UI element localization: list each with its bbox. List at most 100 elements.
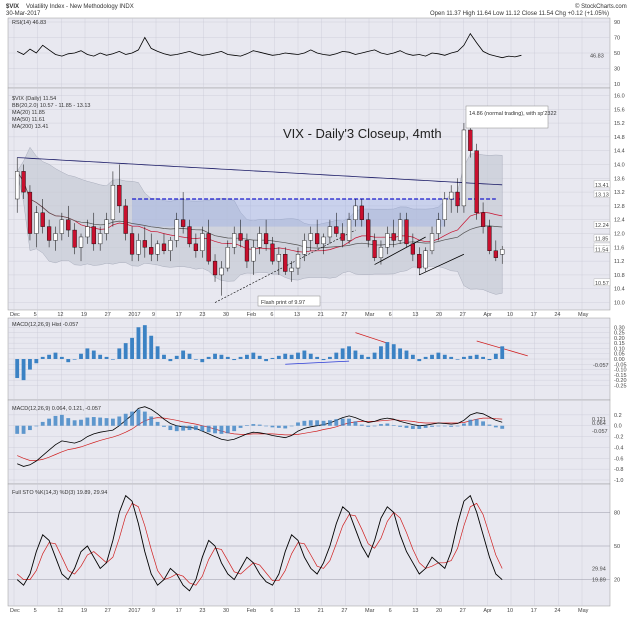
macd-diff-bar bbox=[468, 420, 472, 426]
candle-body bbox=[124, 206, 128, 234]
price-right-label: 13.13 bbox=[595, 193, 609, 199]
macd-hist-bar bbox=[143, 325, 147, 359]
macd-diff-bar bbox=[188, 426, 192, 430]
price-y-tick: 12.4 bbox=[614, 218, 625, 224]
macd-diff-bar bbox=[449, 426, 453, 427]
header-ohlc: Open 11.37 High 11.64 Low 11.12 Close 11… bbox=[430, 11, 609, 17]
candle-body bbox=[213, 261, 217, 275]
x-tick-label-bottom: 13 bbox=[412, 608, 418, 614]
header-date: 30-Mar-2017 bbox=[6, 11, 41, 17]
x-tick-label-bottom: 17 bbox=[531, 608, 537, 614]
price-y-tick: 13.6 bbox=[614, 176, 625, 182]
macd-hist-bar bbox=[207, 357, 211, 359]
macd-diff-bar bbox=[117, 416, 121, 425]
x-tick-label-price: Feb bbox=[247, 312, 256, 318]
macd-hist-bar bbox=[251, 353, 255, 359]
macd-diff-bar bbox=[488, 425, 492, 426]
macd-diff-bar bbox=[500, 426, 504, 429]
candle-body bbox=[436, 220, 440, 234]
macd-hist-bar bbox=[462, 357, 466, 359]
candle-body bbox=[137, 240, 141, 254]
candle-body bbox=[398, 220, 402, 241]
candle-body bbox=[277, 254, 281, 261]
macd-diff-bar bbox=[92, 417, 96, 426]
x-tick-label-bottom: May bbox=[578, 608, 589, 614]
price-legend-item: MA(20) 11.85 bbox=[12, 110, 45, 116]
x-tick-label-bottom: 12 bbox=[57, 608, 63, 614]
macd-hist-bar bbox=[245, 355, 249, 359]
macd-diff-bar bbox=[239, 426, 243, 428]
stoch-legend: Full STO %K(14,3) %D(3) 19.89, 29.94 bbox=[12, 490, 107, 496]
candle-body bbox=[98, 234, 102, 244]
price-legend-item: MA(50) 11.61 bbox=[12, 117, 45, 123]
x-tick-label-price: 10 bbox=[507, 312, 513, 318]
candle-body bbox=[245, 240, 249, 261]
candle-body bbox=[462, 130, 466, 206]
annotation-box bbox=[466, 106, 548, 128]
header-copyright: © StockCharts.com bbox=[575, 3, 627, 10]
macd-y-tick: -0.4 bbox=[614, 445, 623, 451]
x-tick-label-bottom: 10 bbox=[507, 608, 513, 614]
x-tick-label-price: 27 bbox=[341, 312, 347, 318]
macd-y-tick: 0.2 bbox=[614, 413, 622, 419]
price-legend-item: BB(20,2.0) 10.57 - 11.85 - 13.13 bbox=[12, 103, 90, 109]
candle-body bbox=[34, 213, 38, 234]
price-y-tick: 10.8 bbox=[614, 273, 625, 279]
candle-body bbox=[28, 192, 32, 233]
macd-diff-bar bbox=[271, 426, 275, 428]
macd-hist-bar bbox=[28, 359, 32, 370]
macd-hist-bar bbox=[449, 357, 453, 359]
x-tick-label-price: 24 bbox=[554, 312, 560, 318]
candle-body bbox=[366, 220, 370, 241]
macd-diff-bar bbox=[156, 422, 160, 426]
x-tick-label-price: 13 bbox=[412, 312, 418, 318]
header-symbol: $VIX bbox=[6, 4, 19, 10]
rsi-last-value: 46.83 bbox=[590, 53, 604, 59]
candle-body bbox=[443, 199, 447, 220]
macd-hist-bar bbox=[220, 355, 224, 359]
candle-body bbox=[66, 220, 70, 230]
x-tick-label-price: 6 bbox=[389, 312, 392, 318]
macd-hist-bar bbox=[41, 357, 45, 359]
macd-hist-bar bbox=[296, 353, 300, 359]
macd-hist-bar bbox=[34, 359, 38, 363]
x-tick-label-price: 9 bbox=[152, 312, 155, 318]
candle-body bbox=[500, 249, 504, 254]
candle-body bbox=[194, 244, 198, 251]
macd-y-tick: -0.8 bbox=[614, 467, 623, 473]
candle-body bbox=[251, 247, 255, 261]
candle-body bbox=[302, 240, 306, 254]
macd-diff-bar bbox=[60, 415, 64, 426]
price-y-tick: 10.4 bbox=[614, 287, 625, 293]
x-tick-label-price: 6 bbox=[270, 312, 273, 318]
price-y-tick: 16.0 bbox=[614, 93, 625, 99]
macd-hist-bar bbox=[79, 354, 83, 359]
candle-body bbox=[456, 192, 460, 206]
macd-hist-bar bbox=[213, 354, 217, 359]
candle-body bbox=[207, 234, 211, 262]
macd-diff-bar bbox=[436, 426, 440, 427]
price-y-tick: 13.2 bbox=[614, 190, 625, 196]
candle-body bbox=[488, 227, 492, 251]
macd-hist-bar bbox=[92, 351, 96, 359]
macd-hist-bar bbox=[105, 357, 109, 359]
macd-hist-bar bbox=[500, 346, 504, 359]
stoch-right-label: 29.94 bbox=[592, 566, 606, 572]
candle-body bbox=[360, 206, 364, 220]
candle-body bbox=[449, 192, 453, 199]
candle-body bbox=[379, 247, 383, 257]
macd-hist-bar bbox=[443, 355, 447, 359]
price-legend-item: MA(200) 13.41 bbox=[12, 124, 48, 130]
macd-hist-bar bbox=[405, 351, 409, 359]
macd-diff-bar bbox=[366, 426, 370, 427]
macd-hist-bar bbox=[385, 342, 389, 359]
price-legend-item: $VIX (Daily) 11.54 bbox=[12, 96, 56, 102]
price-y-tick: 15.2 bbox=[614, 121, 625, 127]
macd-hist-bar bbox=[162, 355, 166, 359]
macd-hist-bar bbox=[283, 354, 287, 359]
macd-hist-bar bbox=[130, 338, 134, 359]
hist-y-tick: -0.25 bbox=[614, 383, 627, 389]
candle-body bbox=[328, 227, 332, 237]
x-tick-label-price: 17 bbox=[531, 312, 537, 318]
